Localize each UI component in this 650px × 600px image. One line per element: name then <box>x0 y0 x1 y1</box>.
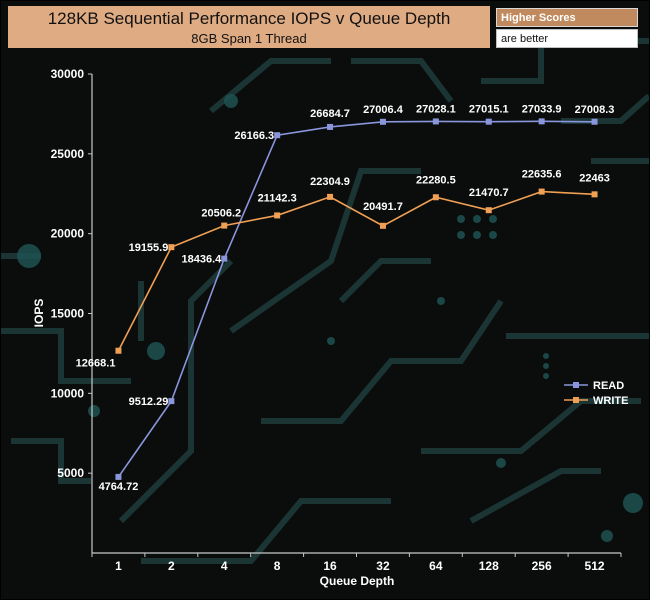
x-axis-title: Queue Depth <box>320 574 395 588</box>
data-point <box>485 207 492 214</box>
y-tick-label: 20000 <box>51 227 85 241</box>
data-point <box>168 244 175 251</box>
series-layer: 4764.72 9512.29 18436.4 26166.3 26684.7 27006… <box>76 103 615 493</box>
y-tick-label: 25000 <box>51 147 85 161</box>
data-point <box>432 118 439 125</box>
legend: READ WRITE <box>564 380 628 407</box>
x-tick-label: 128 <box>479 559 499 573</box>
data-point <box>379 222 386 229</box>
y-tick-label: 15000 <box>51 307 85 321</box>
data-point <box>168 398 175 405</box>
data-point <box>432 194 439 201</box>
data-label: 20491.7 <box>363 201 403 213</box>
data-label: 26684.7 <box>310 108 350 120</box>
data-label: 22463 <box>579 172 610 184</box>
data-point <box>115 473 122 480</box>
legend-write-label: WRITE <box>593 395 628 407</box>
data-label: 20506.2 <box>201 208 241 220</box>
legend-read-marker <box>573 382 579 388</box>
data-point <box>591 191 598 198</box>
series-write-line <box>117 190 595 352</box>
chart-title: 128KB Sequential Performance IOPS v Queu… <box>47 9 451 28</box>
x-tick-label: 2 <box>168 559 175 573</box>
x-tick-label: 512 <box>585 559 605 573</box>
y-tick-label: 30000 <box>51 67 85 81</box>
data-label: 22304.9 <box>310 176 350 188</box>
data-label: 27015.1 <box>469 104 509 116</box>
data-label: 4764.72 <box>99 481 139 493</box>
data-point <box>221 255 228 262</box>
data-label: 22280.5 <box>416 174 456 186</box>
legend-write-marker <box>573 397 579 403</box>
note-higher-scores: Higher Scores <box>496 8 638 27</box>
data-label: 12668.1 <box>76 358 116 370</box>
data-point <box>538 188 545 195</box>
series-write: 12668.1 19155.9 20506.2 21142.3 22304.9 20491… <box>76 169 610 370</box>
data-point <box>327 193 334 200</box>
data-point <box>485 118 492 125</box>
note-are-better: are better <box>496 29 638 48</box>
chart-subtitle: 8GB Span 1 Thread <box>191 31 307 46</box>
data-point <box>274 212 281 219</box>
x-tick-label: 256 <box>532 559 552 573</box>
data-label: 27033.9 <box>522 103 562 115</box>
x-tick-label: 8 <box>274 559 281 573</box>
series-read-line <box>117 120 595 478</box>
data-label: 19155.9 <box>129 242 169 254</box>
series-read: 4764.72 9512.29 18436.4 26166.3 26684.7 27006… <box>99 103 615 493</box>
chart-title-box: 128KB Sequential Performance IOPS v Queu… <box>8 6 490 48</box>
data-point <box>274 132 281 139</box>
data-point <box>115 347 122 354</box>
x-tick-label: 64 <box>429 559 443 573</box>
circuit-dots <box>17 94 643 542</box>
y-tick-label: 5000 <box>57 466 84 480</box>
data-label: 18436.4 <box>181 254 222 266</box>
y-axis-title: IOPS <box>32 299 46 328</box>
data-label: 9512.29 <box>129 396 169 408</box>
x-tick-label: 16 <box>323 559 337 573</box>
data-label: 21470.7 <box>469 187 509 199</box>
x-tick-label: 4 <box>221 559 228 573</box>
x-tick-label: 32 <box>376 559 390 573</box>
data-label: 27008.3 <box>575 104 615 116</box>
data-label: 22635.6 <box>522 169 562 181</box>
y-axis-ticks: 5000 10000 15000 20000 25000 30000 <box>51 67 92 480</box>
data-point <box>327 123 334 130</box>
data-point <box>221 222 228 229</box>
data-label: 21142.3 <box>258 192 297 204</box>
data-label: 27006.4 <box>363 104 404 116</box>
data-label: 26166.3 <box>234 130 274 142</box>
data-label: 27028.1 <box>416 103 456 115</box>
x-tick-label: 1 <box>115 559 122 573</box>
x-axis-ticks: 1 2 4 8 16 32 64 128 256 512 <box>91 553 622 573</box>
legend-read-label: READ <box>593 380 624 392</box>
data-point <box>379 118 386 125</box>
data-point <box>591 118 598 125</box>
y-tick-label: 10000 <box>51 386 85 400</box>
data-point <box>538 118 545 125</box>
